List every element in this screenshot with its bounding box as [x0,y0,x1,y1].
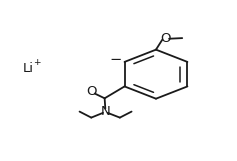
Text: O: O [87,85,97,99]
Text: −: − [109,52,122,66]
Text: Li: Li [23,62,34,75]
Text: O: O [160,32,171,45]
Text: +: + [33,58,41,67]
Text: N: N [100,105,110,118]
